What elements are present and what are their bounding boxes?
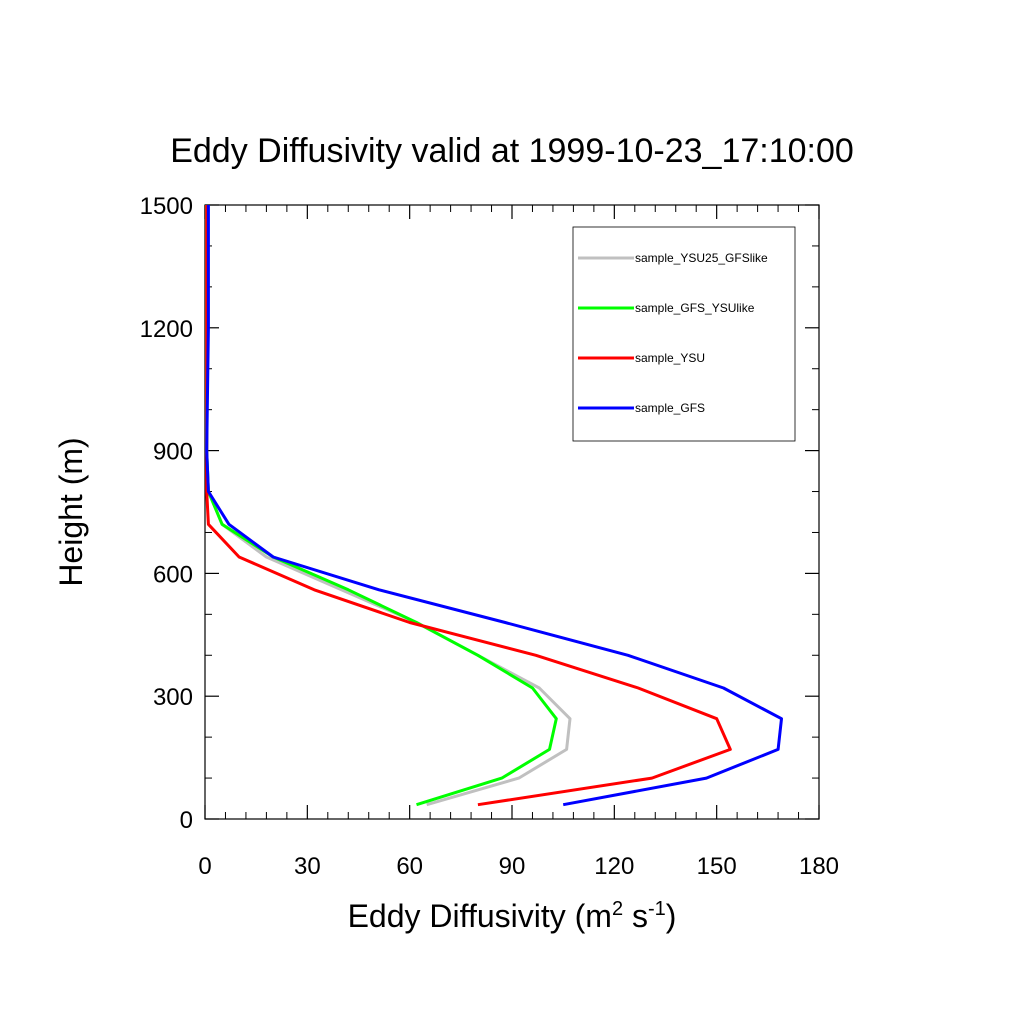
x-tick-label: 180 <box>799 853 839 880</box>
x-tick-label: 90 <box>499 853 526 880</box>
chart-title: Eddy Diffusivity valid at 1999-10-23_17:… <box>170 132 854 170</box>
x-tick-label: 150 <box>697 853 737 880</box>
series-line-sample-gfs-ysulike <box>205 205 558 807</box>
legend-label: sample_GFS_YSUlike <box>635 301 755 315</box>
y-axis-label: Height (m) <box>53 437 89 586</box>
y-tick-label: 1200 <box>140 316 193 343</box>
x-axis-label: Eddy Diffusivity (m2 s-1) <box>348 898 677 934</box>
major-ticks <box>204 204 820 820</box>
y-tick-label: 600 <box>153 561 193 588</box>
legend: sample_YSU25_GFSlike sample_GFS_YSUlikesa… <box>572 226 796 442</box>
x-tick-labels: 0 30 60 90 120 150 180 <box>198 853 839 880</box>
legend-label: sample_YSU <box>635 351 705 365</box>
minor-ticks <box>205 205 819 819</box>
legend-label: sample_YSU25_GFSlike <box>635 251 768 265</box>
x-tick-label: 120 <box>594 853 634 880</box>
series-line-sample-ysu25-gfslike <box>205 205 572 807</box>
legend-box <box>572 226 796 442</box>
x-tick-label: 0 <box>198 853 211 880</box>
y-tick-labels: 0 300 600 900 1200 1500 <box>140 193 193 834</box>
y-tick-label: 900 <box>153 439 193 466</box>
y-tick-label: 0 <box>180 807 193 834</box>
y-tick-label: 1500 <box>140 193 193 220</box>
legend-label: sample_GFS <box>635 401 705 415</box>
x-tick-label: 60 <box>396 853 423 880</box>
series-line-sample-gfs <box>205 205 783 807</box>
series-lines <box>205 205 783 807</box>
y-tick-label: 300 <box>153 684 193 711</box>
x-tick-label: 30 <box>294 853 321 880</box>
